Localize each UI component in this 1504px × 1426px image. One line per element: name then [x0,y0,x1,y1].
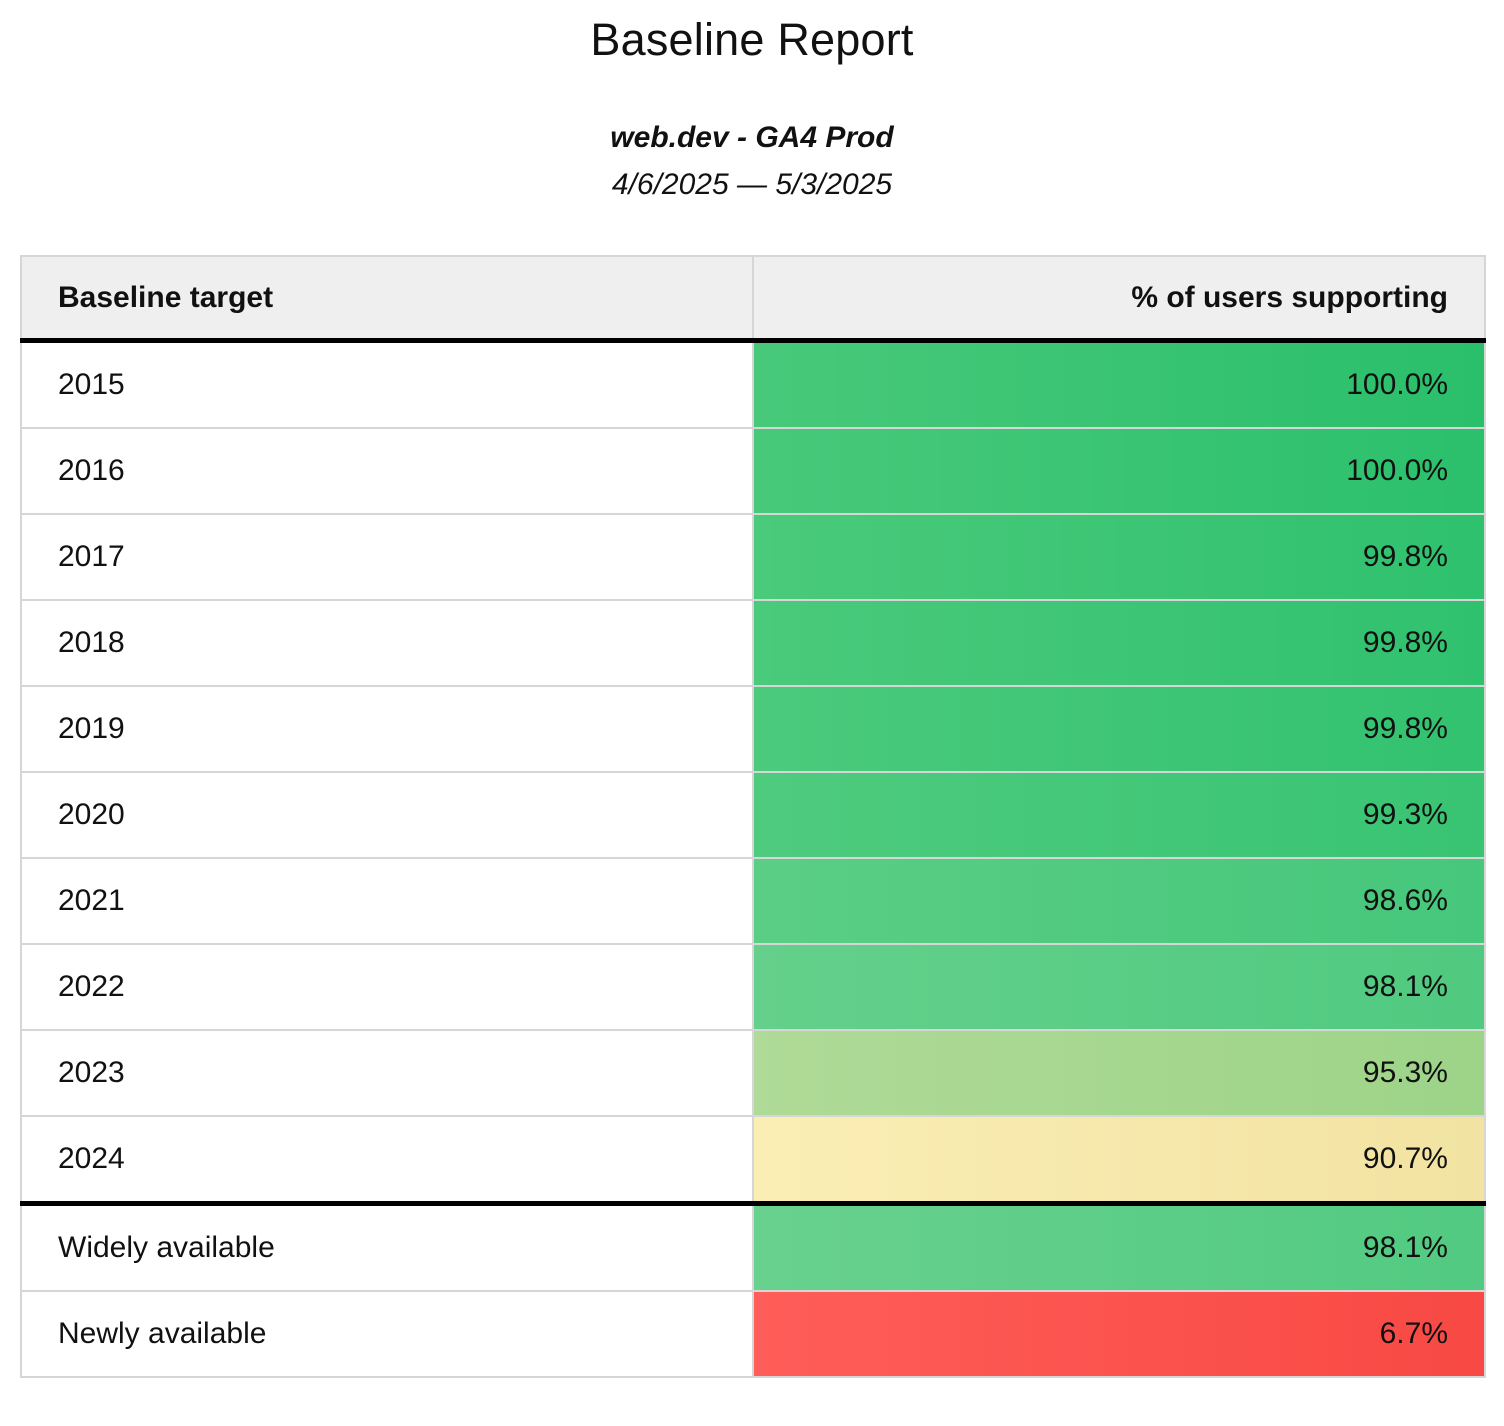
report-source-subtitle: web.dev - GA4 Prod [610,121,894,154]
baseline-target-cell: 2016 [20,427,754,515]
table-row: 2021 98.6% [20,857,1486,945]
baseline-table: Baseline target % of users supporting 20… [20,255,1486,1378]
baseline-target-cell: 2018 [20,599,754,687]
baseline-target-cell: 2021 [20,857,754,945]
baseline-target-cell: 2022 [20,943,754,1031]
baseline-target-cell: 2017 [20,513,754,601]
table-row: 2024 90.7% [20,1115,1486,1205]
baseline-target-cell: Newly available [20,1290,754,1378]
table-row: 2019 99.8% [20,685,1486,773]
table-row: 2018 99.8% [20,599,1486,687]
users-supporting-cell: 100.0% [752,339,1486,429]
users-supporting-cell: 99.3% [752,771,1486,859]
table-row: 2020 99.3% [20,771,1486,859]
baseline-target-cell: Widely available [20,1201,754,1292]
baseline-target-cell: 2019 [20,685,754,773]
header-row: Baseline target % of users supporting [20,255,1486,343]
page-title: Baseline Report [590,14,914,65]
baseline-target-cell: 2015 [20,339,754,429]
table-row: Widely available 98.1% [20,1201,1486,1292]
table-row: 2015 100.0% [20,339,1486,429]
baseline-target-cell: 2023 [20,1029,754,1117]
users-supporting-cell: 95.3% [752,1029,1486,1117]
column-header-baseline-target: Baseline target [20,255,754,343]
users-supporting-cell: 98.1% [752,1201,1486,1292]
users-supporting-cell: 100.0% [752,427,1486,515]
baseline-target-cell: 2020 [20,771,754,859]
users-supporting-cell: 99.8% [752,685,1486,773]
table-row: 2016 100.0% [20,427,1486,515]
users-supporting-cell: 98.1% [752,943,1486,1031]
report-date-range: 4/6/2025 — 5/3/2025 [611,168,893,201]
table-row: Newly available 6.7% [20,1290,1486,1378]
users-supporting-cell: 98.6% [752,857,1486,945]
users-supporting-cell: 99.8% [752,513,1486,601]
table-body: 2015 100.0% 2016 100.0% 2017 99.8% 2018 99.8% 20… [20,339,1486,1378]
users-supporting-cell: 6.7% [752,1290,1486,1378]
table-row: 2017 99.8% [20,513,1486,601]
users-supporting-cell: 99.8% [752,599,1486,687]
table-row: 2023 95.3% [20,1029,1486,1117]
table-row: 2022 98.1% [20,943,1486,1031]
table-header: Baseline target % of users supporting [20,255,1486,343]
column-header-users-supporting: % of users supporting [752,255,1486,343]
users-supporting-cell: 90.7% [752,1115,1486,1205]
baseline-target-cell: 2024 [20,1115,754,1205]
